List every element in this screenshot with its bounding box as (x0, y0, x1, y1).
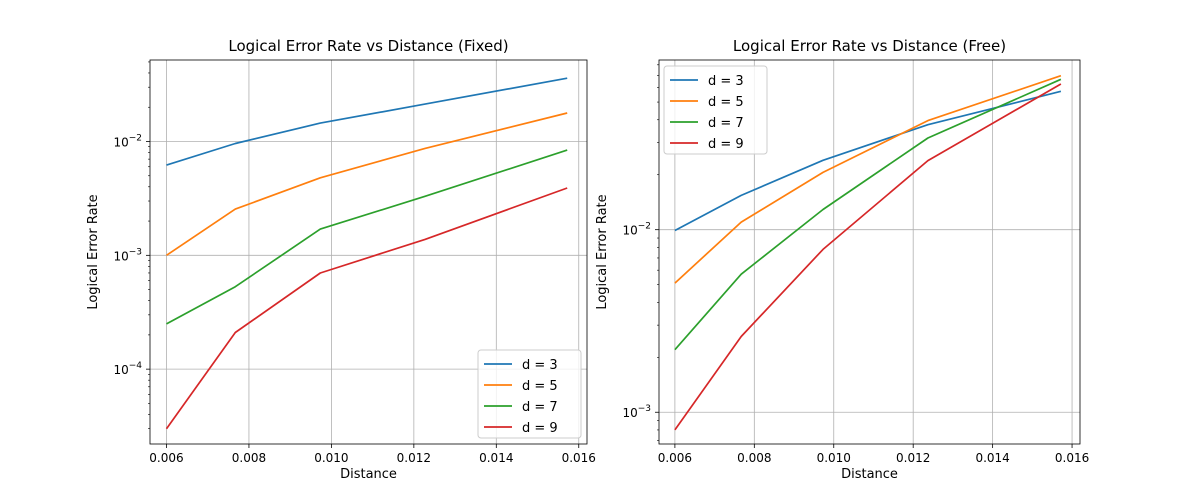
x-tick-label: 0.008 (737, 451, 771, 465)
series-line-d5 (166, 112, 568, 257)
x-tick-label: 0.010 (314, 451, 348, 465)
x-tick-label: 0.014 (479, 451, 513, 465)
legend-label: d = 9 (522, 421, 558, 436)
legend: d = 3 d = 5 d = 7 d = 9 (477, 349, 582, 439)
y-tick-label: 10−3 (113, 247, 142, 263)
x-tick-label: 0.006 (658, 451, 692, 465)
y-tick-label: 10−2 (622, 222, 651, 238)
series-line-d9 (165, 187, 568, 430)
x-axis-label: Distance (841, 467, 898, 482)
legend-label: d = 3 (708, 74, 744, 89)
legend-label: d = 3 (522, 358, 558, 373)
legend-label: d = 7 (522, 400, 558, 415)
series-line-d3 (166, 77, 568, 166)
series-line-d3 (674, 90, 1062, 232)
x-tick-label: 0.012 (397, 451, 431, 465)
legend-label: d = 5 (522, 379, 558, 394)
chart-title: Logical Error Rate vs Distance (Free) (733, 37, 1006, 55)
legend-label: d = 5 (708, 95, 744, 110)
x-tick-label: 0.006 (149, 451, 183, 465)
y-tick-label: 10−2 (113, 133, 142, 149)
plot-frame (149, 59, 588, 445)
x-tick-label: 0.008 (232, 451, 266, 465)
chart-2: 0.006 0.008 0.010 0.012 0.014 0.016 10−2 10−3 Lo… (595, 37, 1089, 482)
x-tick-label: 0.012 (896, 451, 930, 465)
legend-box (663, 65, 768, 155)
x-tick-label: 0.010 (817, 451, 851, 465)
chart-title: Logical Error Rate vs Distance (Fixed) (228, 37, 508, 55)
legend: d = 3 d = 5 d = 7 d = 9 (663, 65, 768, 155)
x-tick-label: 0.014 (975, 451, 1009, 465)
plot-frame (658, 59, 1081, 445)
y-tick-label: 10−3 (622, 404, 651, 420)
x-tick-label: 0.016 (562, 451, 596, 465)
series-line-d7 (166, 149, 568, 325)
chart-1: 0.006 0.008 0.010 0.012 0.014 0.016 10−2 10−3 10… (86, 37, 596, 482)
series-line-d9 (674, 83, 1062, 431)
x-tick-label: 0.016 (1055, 451, 1089, 465)
series-line-d7 (674, 78, 1062, 351)
series-line-d5 (674, 74, 1062, 284)
y-axis-label: Logical Error Rate (595, 194, 610, 309)
legend-label: d = 7 (708, 116, 744, 131)
y-tick-label: 10−4 (113, 361, 142, 377)
y-axis-label: Logical Error Rate (86, 194, 101, 309)
legend-label: d = 9 (708, 137, 744, 152)
legend-box (477, 349, 582, 439)
x-axis-label: Distance (340, 467, 397, 482)
